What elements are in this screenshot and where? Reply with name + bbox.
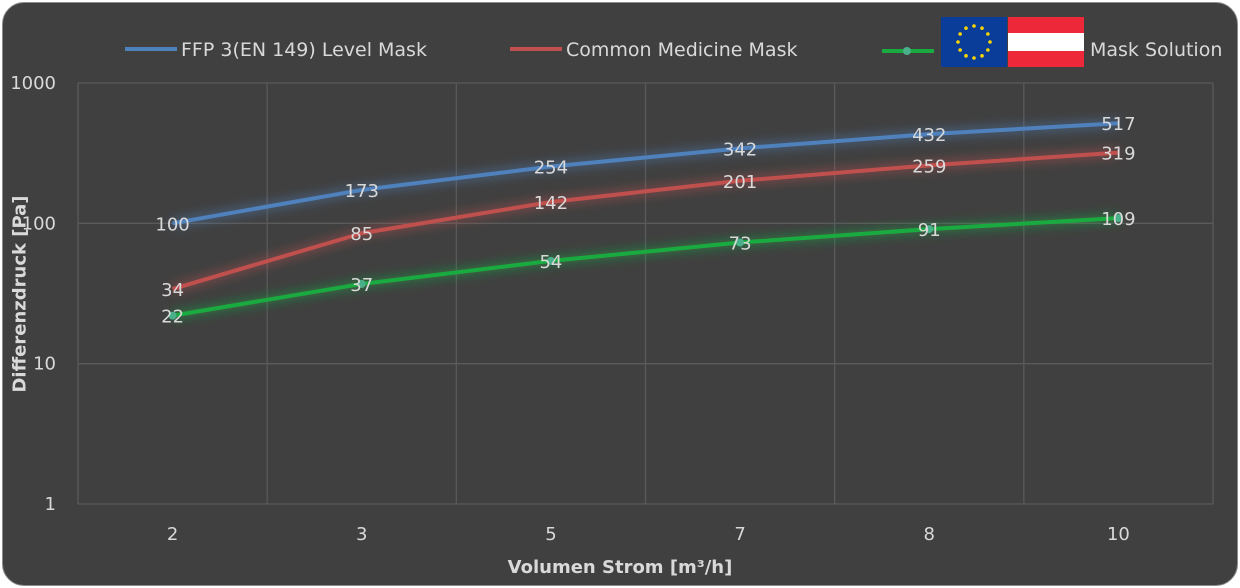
x-tick-label: 2	[167, 524, 178, 545]
gridlines	[77, 82, 1214, 505]
data-label: 259	[912, 156, 946, 177]
eu-flag-icon	[941, 17, 1007, 67]
eu-star	[972, 24, 976, 28]
data-label: 34	[161, 280, 184, 301]
y-axis-title: Differenzdruck [Pa]	[9, 195, 31, 393]
x-tick-label: 7	[734, 524, 745, 545]
point-marker	[168, 311, 177, 320]
data-label: 517	[1101, 114, 1135, 135]
eu-star	[986, 32, 990, 36]
x-tick-label: 5	[545, 524, 556, 545]
data-label: 254	[534, 158, 568, 179]
x-tick-label: 8	[924, 524, 935, 545]
eu-star	[964, 54, 968, 58]
eu-star	[956, 40, 960, 44]
point-marker	[925, 225, 934, 234]
data-label: 54	[539, 252, 562, 273]
eu-star	[972, 56, 976, 60]
austria-flag-icon	[1008, 17, 1084, 67]
data-label: 85	[350, 224, 373, 245]
data-label: 319	[1101, 144, 1135, 165]
legend-label-ffp3: FFP 3(EN 149) Level Mask	[181, 39, 427, 61]
y-axis-ticks: 1 10 100 1000	[10, 73, 56, 515]
data-label: 173	[345, 181, 379, 202]
eu-star	[988, 40, 992, 44]
eu-star	[980, 26, 984, 30]
data-label: 109	[1101, 209, 1135, 230]
point-marker	[357, 279, 366, 288]
data-label: 91	[918, 220, 941, 241]
eu-star	[958, 48, 962, 52]
x-tick-label: 3	[356, 524, 367, 545]
series-line-ffp3	[172, 121, 1119, 226]
legend-label-mask-solution: Mask Solution	[1090, 39, 1222, 61]
data-label: 22	[161, 307, 184, 328]
legend: FFP 3(EN 149) Level Mask Common Medicine…	[125, 17, 1222, 67]
series-lines	[168, 118, 1123, 321]
data-label: 37	[350, 275, 373, 296]
eu-star	[980, 54, 984, 58]
x-axis-title: Volumen Strom [m³/h]	[507, 557, 733, 578]
series-line-common	[172, 150, 1119, 292]
point-marker	[546, 256, 555, 265]
point-marker	[1114, 214, 1123, 223]
data-label: 100	[155, 214, 189, 235]
data-label: 73	[729, 234, 752, 255]
y-tick-label: 1	[45, 494, 56, 515]
eu-star	[986, 48, 990, 52]
y-tick-label: 1000	[10, 73, 56, 94]
eu-star	[958, 32, 962, 36]
legend-label-common: Common Medicine Mask	[566, 39, 797, 61]
y-axis-title-wrap: Differenzdruck [Pa]	[0, 0, 40, 588]
y-tick-label: 10	[33, 354, 56, 375]
data-labels: 100 173 254 342 432 517 34 85 142 201 259 319 22 37 54…	[155, 114, 1135, 327]
data-label: 342	[723, 139, 757, 160]
legend-marker-mask-solution	[903, 47, 911, 55]
series-line-mask-solution	[172, 216, 1119, 318]
point-marker	[736, 238, 745, 247]
x-tick-label: 10	[1107, 524, 1130, 545]
data-label: 432	[912, 125, 946, 146]
eu-star	[964, 26, 968, 30]
data-label: 201	[723, 172, 757, 193]
y-tick-label: 100	[22, 213, 56, 234]
data-label: 142	[534, 193, 568, 214]
x-axis-ticks: 2 3 5 7 8 10	[167, 524, 1130, 545]
